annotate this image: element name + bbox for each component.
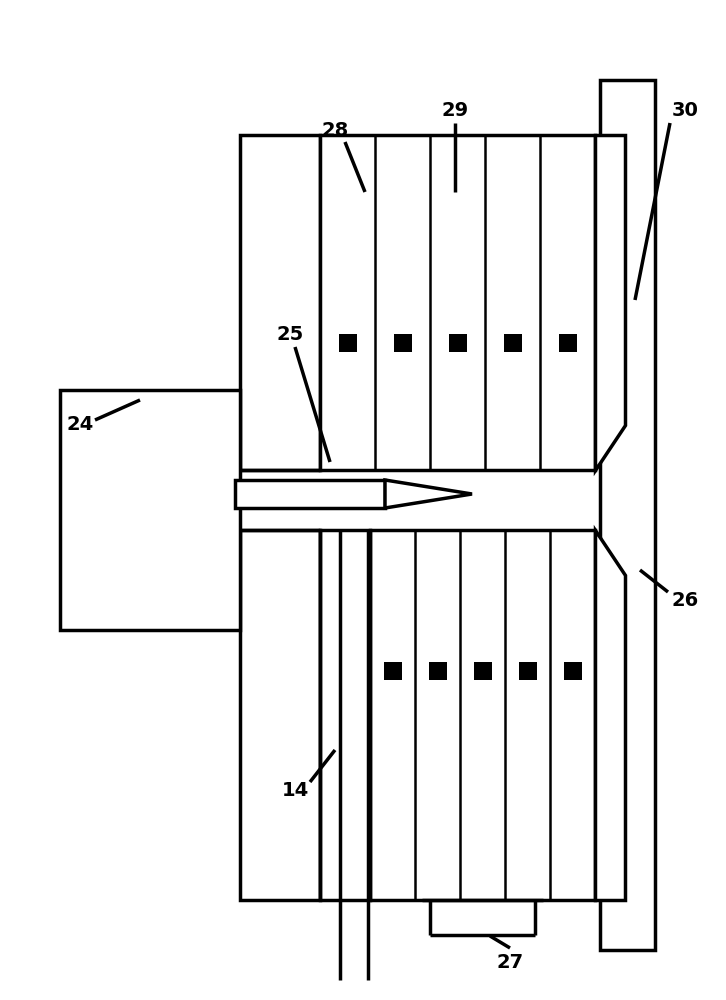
Text: 25: 25: [277, 326, 303, 344]
Text: 30: 30: [672, 101, 698, 119]
Text: 24: 24: [66, 416, 94, 434]
Text: 14: 14: [282, 780, 309, 800]
Text: 28: 28: [322, 120, 348, 139]
Bar: [558, 334, 576, 352]
Polygon shape: [595, 135, 625, 470]
Bar: [320, 530, 370, 900]
Bar: [240, 530, 320, 900]
Bar: [383, 662, 401, 680]
Bar: [428, 662, 446, 680]
Text: 29: 29: [441, 101, 468, 119]
Bar: [449, 334, 467, 352]
Bar: [235, 480, 385, 508]
Bar: [338, 334, 356, 352]
Polygon shape: [385, 480, 472, 508]
Bar: [240, 135, 320, 470]
Bar: [600, 80, 655, 950]
Text: 27: 27: [497, 952, 523, 972]
Bar: [60, 390, 240, 630]
Bar: [563, 662, 582, 680]
Bar: [320, 135, 595, 470]
Bar: [393, 334, 412, 352]
Bar: [370, 530, 595, 900]
Bar: [504, 334, 521, 352]
Bar: [473, 662, 492, 680]
Bar: [518, 662, 537, 680]
Polygon shape: [595, 530, 625, 900]
Text: 26: 26: [672, 590, 698, 609]
